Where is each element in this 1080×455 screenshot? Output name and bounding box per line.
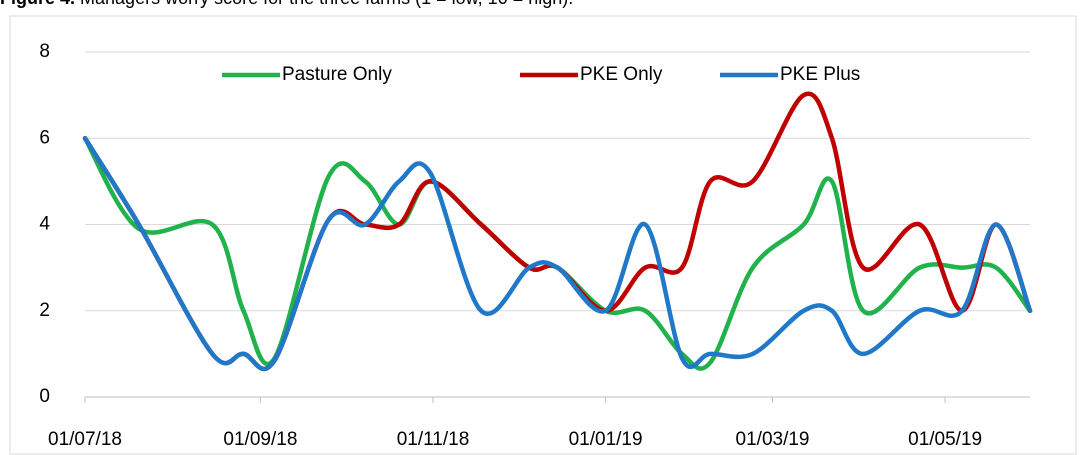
y-tick-label: 4	[39, 214, 50, 235]
x-tick-label: 01/11/18	[397, 429, 470, 450]
chart-frame	[9, 15, 1077, 455]
x-tick-label: 01/05/19	[908, 429, 982, 450]
caption: Figure 4. Managers worry score for the t…	[0, 0, 573, 9]
series-line	[82, 91, 1033, 372]
caption-text: Managers worry score for the three farms…	[80, 0, 573, 8]
x-tick-label: 01/01/19	[569, 429, 643, 450]
x-tick-label: 01/09/18	[223, 429, 297, 450]
series-line	[82, 136, 1033, 372]
y-tick-label: 2	[39, 300, 50, 321]
x-tick-label: 01/07/18	[48, 429, 122, 450]
y-tick-label: 8	[39, 41, 50, 62]
x-tick-label: 01/03/19	[736, 429, 810, 450]
y-tick-label: 6	[39, 127, 50, 148]
y-tick-label: 0	[39, 386, 50, 407]
legend-label: Pasture Only	[282, 64, 392, 85]
legend-label: PKE Plus	[780, 64, 860, 85]
legend-label: PKE Only	[580, 64, 663, 85]
caption-label: Figure 4.	[0, 0, 75, 8]
